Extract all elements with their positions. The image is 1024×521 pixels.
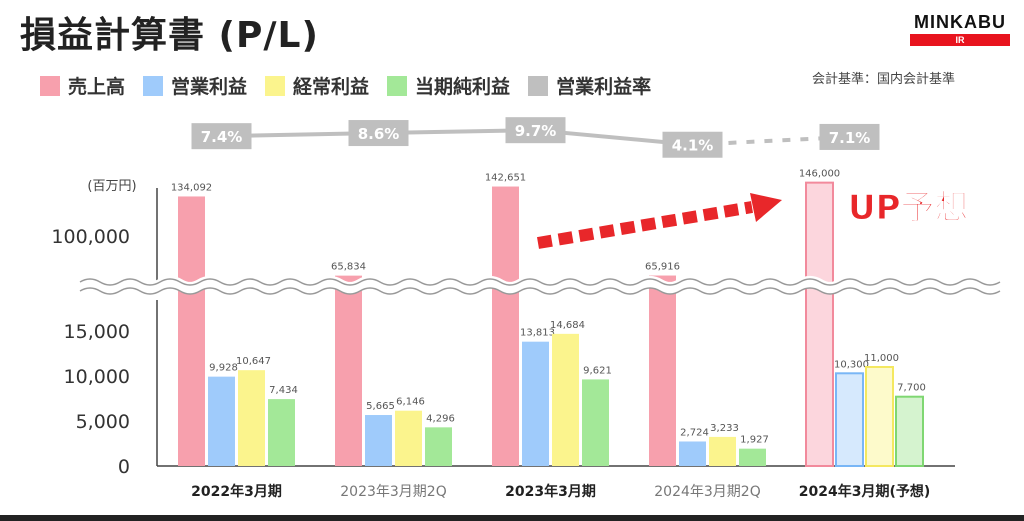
bar-data-label: 13,813 bbox=[520, 328, 555, 339]
up-arrow-head bbox=[750, 193, 782, 222]
axis-break-gap bbox=[76, 276, 1004, 294]
bar-data-label: 2,724 bbox=[680, 427, 709, 438]
axis-break-line-top bbox=[79, 278, 1001, 286]
margin-point-box bbox=[505, 117, 566, 144]
legend-swatch-revenue bbox=[40, 75, 60, 96]
bar-ordinary bbox=[238, 370, 265, 466]
margin-point-label: 4.1% bbox=[672, 137, 714, 155]
bar-data-label: 65,916 bbox=[645, 262, 680, 273]
legend-label-revenue: 売上高 bbox=[68, 76, 126, 98]
y-tick-label: 10,000 bbox=[64, 366, 130, 388]
y-tick-label: 15,000 bbox=[64, 321, 130, 343]
bar-ordinary bbox=[395, 410, 422, 466]
y-tick-label: 100,000 bbox=[51, 226, 130, 248]
bar-net bbox=[739, 448, 766, 466]
bar-operating bbox=[835, 372, 864, 467]
chart-legend: 売上高 営業利益 経常利益 当期純利益 営業利益率 bbox=[40, 72, 651, 99]
bar-data-label: 5,665 bbox=[366, 401, 395, 412]
x-category-label: 2022年3月期 bbox=[191, 483, 282, 500]
x-category-label: 2024年3月期(予想) bbox=[799, 483, 931, 500]
bar-operating bbox=[679, 441, 706, 466]
legend-swatch-ordinary bbox=[265, 75, 286, 96]
bar-data-label: 146,000 bbox=[799, 169, 840, 180]
bar-revenue bbox=[805, 181, 834, 467]
bar-data-label: 10,647 bbox=[236, 356, 271, 367]
margin-point-label: 9.7% bbox=[515, 122, 557, 140]
x-category-label: 2023年3月期 bbox=[505, 483, 596, 500]
margin-point-box bbox=[191, 123, 252, 150]
legend-label-net: 当期純利益 bbox=[415, 76, 511, 98]
legend-item-operating: 営業利益 bbox=[143, 72, 247, 99]
bar-net bbox=[895, 395, 924, 468]
bar-net bbox=[582, 379, 609, 466]
bar-data-label: 142,651 bbox=[485, 173, 526, 184]
bar-revenue bbox=[492, 186, 519, 466]
y-tick-label: 5,000 bbox=[76, 411, 130, 433]
margin-point-label: 7.1% bbox=[829, 129, 871, 147]
forecast-annotation: UP予想 bbox=[848, 188, 969, 228]
bar-data-label: 7,700 bbox=[897, 383, 926, 394]
legend-item-margin: 営業利益率 bbox=[528, 72, 651, 99]
y-tick-label: 0 bbox=[118, 456, 130, 478]
bar-net bbox=[268, 399, 295, 466]
legend-label-operating: 営業利益 bbox=[171, 76, 248, 98]
x-category-label: 2023年3月期2Q bbox=[340, 484, 446, 500]
bar-revenue bbox=[178, 196, 205, 466]
margin-point-box bbox=[348, 120, 409, 147]
legend-label-ordinary: 経常利益 bbox=[293, 76, 370, 98]
bar-operating bbox=[522, 341, 549, 466]
bottom-bar bbox=[0, 515, 1024, 521]
bar-data-label: 65,834 bbox=[331, 262, 366, 273]
margin-point-box bbox=[819, 123, 880, 150]
x-category-label: 2024年3月期2Q bbox=[654, 484, 760, 500]
axis-break-line-bottom bbox=[79, 287, 1001, 295]
page-title: 損益計算書 (P/L) bbox=[20, 15, 319, 56]
bar-ordinary bbox=[552, 333, 579, 466]
y-axis-unit-label: (百万円) bbox=[87, 179, 136, 194]
legend-item-net: 当期純利益 bbox=[387, 72, 510, 99]
bar-data-label: 7,434 bbox=[269, 385, 298, 396]
bar-operating bbox=[208, 376, 235, 466]
minkabu-logo: MINKABU IR bbox=[910, 12, 1010, 46]
bar-data-label: 1,927 bbox=[740, 435, 769, 446]
bar-data-label: 134,092 bbox=[171, 182, 212, 193]
bar-data-label: 6,146 bbox=[396, 397, 425, 408]
logo-sub: IR bbox=[910, 34, 1010, 46]
bar-data-label: 9,621 bbox=[583, 365, 612, 376]
accounting-standard-note: 会計基準：国内会計基準 bbox=[812, 72, 956, 87]
legend-swatch-net bbox=[387, 75, 408, 96]
bar-ordinary bbox=[865, 366, 894, 467]
bar-data-label: 4,296 bbox=[426, 413, 455, 424]
legend-item-ordinary: 経常利益 bbox=[265, 72, 369, 99]
bar-ordinary bbox=[709, 436, 736, 466]
bar-data-label: 3,233 bbox=[710, 423, 739, 434]
bar-data-label: 9,928 bbox=[209, 363, 238, 374]
bar-operating bbox=[365, 415, 392, 466]
margin-point-label: 7.4% bbox=[201, 128, 243, 146]
bar-data-label: 14,684 bbox=[550, 320, 585, 331]
legend-swatch-operating bbox=[143, 75, 164, 96]
up-arrow-shaft bbox=[537, 201, 753, 249]
logo-name: MINKABU bbox=[914, 12, 1006, 32]
bar-data-label: 10,300 bbox=[834, 359, 869, 370]
bar-data-label: 11,000 bbox=[864, 353, 899, 364]
bar-net bbox=[425, 427, 452, 466]
legend-item-revenue: 売上高 bbox=[40, 72, 125, 99]
bar-revenue bbox=[335, 275, 362, 466]
legend-label-margin: 営業利益率 bbox=[556, 76, 652, 98]
margin-point-label: 8.6% bbox=[358, 125, 400, 143]
legend-swatch-margin bbox=[528, 75, 549, 96]
bar-revenue bbox=[649, 275, 676, 466]
margin-point-box bbox=[662, 131, 723, 158]
